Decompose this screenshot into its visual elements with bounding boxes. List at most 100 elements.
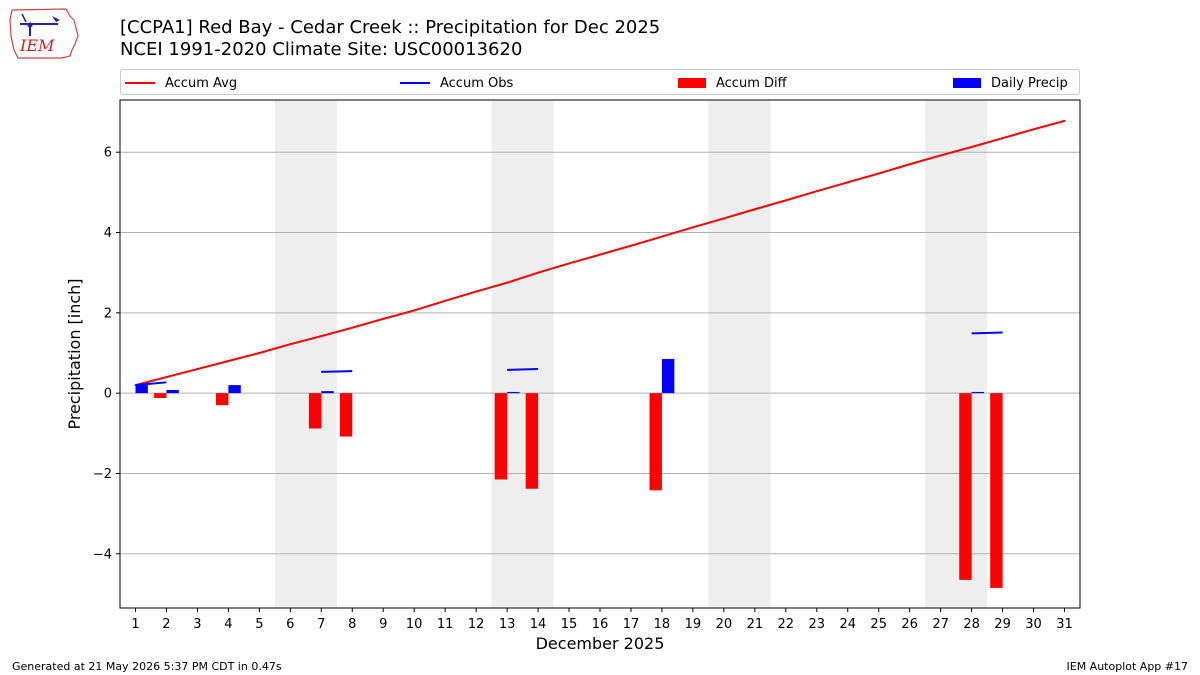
x-tick-label: 9: [379, 617, 387, 632]
accum-avg-point: [196, 368, 199, 371]
accum-avg-point: [629, 244, 632, 247]
legend-label-accum-avg: Accum Avg: [165, 75, 238, 91]
legend-swatch-accum-avg: [125, 82, 155, 84]
x-tick-label: 15: [561, 617, 578, 632]
accum-avg-point: [722, 217, 725, 220]
x-tick-label: 6: [286, 617, 294, 632]
accum-diff-bar: [649, 393, 662, 491]
x-tick-label: 1: [131, 617, 139, 632]
accum-avg-point: [258, 351, 261, 354]
accum-diff-bar: [525, 393, 539, 489]
accum-diff-bar: [959, 393, 972, 580]
x-tick-label: 12: [468, 617, 485, 632]
accum-avg-point: [970, 145, 973, 148]
accum-avg-point: [289, 343, 292, 346]
legend-item-accum-avg: Accum Avg: [125, 73, 237, 93]
x-axis-label: December 2025: [536, 634, 665, 653]
x-tick-label: 21: [747, 617, 764, 632]
x-tick-label: 5: [255, 617, 263, 632]
x-tick-label: 3: [193, 617, 201, 632]
accum-avg-point: [506, 281, 509, 284]
accum-avg-point: [784, 199, 787, 202]
x-tick-label: 16: [592, 617, 609, 632]
x-tick-label: 4: [224, 617, 232, 632]
accum-avg-point: [877, 172, 880, 175]
app-label: IEM Autoplot App #17: [1066, 660, 1189, 673]
x-tick-label: 2: [162, 617, 170, 632]
accum-diff-bar: [308, 393, 322, 429]
accum-avg-point: [1063, 119, 1066, 122]
accum-avg-point: [537, 271, 540, 274]
accum-avg-point: [753, 208, 756, 211]
logo-text: IEM: [19, 36, 55, 55]
y-tick-label: −4: [93, 547, 112, 562]
accum-avg-point: [846, 181, 849, 184]
x-tick-label: 30: [1025, 617, 1042, 632]
accum-avg-point: [165, 376, 168, 379]
chart-title: [CCPA1] Red Bay - Cedar Creek :: Precipi…: [120, 17, 661, 38]
accum-diff-bar: [494, 393, 508, 480]
weekend-shade: [491, 100, 554, 608]
accum-obs-segment: [321, 370, 353, 373]
chart-legend: Accum Avg Accum Obs Accum Diff Daily Pre…: [120, 69, 1080, 95]
x-tick-label: 10: [406, 617, 423, 632]
legend-item-accum-obs: Accum Obs: [400, 73, 513, 93]
accum-avg-point: [1001, 137, 1004, 140]
y-axis-label: Precipitation [inch]: [65, 278, 84, 429]
x-tick-label: 14: [530, 617, 547, 632]
accum-avg-point: [660, 235, 663, 238]
x-tick-label: 23: [809, 617, 826, 632]
legend-swatch-accum-obs: [400, 82, 430, 84]
accum-avg-point: [413, 309, 416, 312]
accum-avg-point: [568, 262, 571, 265]
x-tick-label: 25: [870, 617, 887, 632]
accum-diff-bar: [154, 393, 167, 398]
accum-obs-segment: [135, 381, 167, 387]
accum-avg-point: [908, 163, 911, 166]
x-tick-label: 26: [901, 617, 918, 632]
daily-precip-bar: [166, 389, 179, 394]
daily-precip-bar: [228, 385, 241, 394]
x-tick-label: 27: [932, 617, 949, 632]
daily-precip-bar: [321, 391, 334, 394]
x-tick-label: 24: [839, 617, 856, 632]
x-tick-label: 28: [963, 617, 980, 632]
daily-precip-bar: [971, 391, 984, 394]
legend-label-accum-obs: Accum Obs: [440, 75, 514, 91]
x-tick-label: 20: [716, 617, 733, 632]
x-tick-label: 29: [994, 617, 1011, 632]
accum-obs-segment: [507, 368, 539, 371]
weekend-shade: [274, 100, 337, 608]
weather-station-icon: [20, 13, 60, 36]
accum-avg-point: [444, 299, 447, 302]
x-tick-label: 22: [778, 617, 795, 632]
daily-precip-bar: [135, 385, 148, 394]
accum-avg-point: [475, 290, 478, 293]
iem-logo: IEM: [9, 8, 79, 59]
y-tick-label: −2: [93, 467, 112, 482]
accum-avg-point: [815, 190, 818, 193]
accum-avg-point: [351, 326, 354, 329]
y-tick-label: 2: [104, 306, 112, 321]
x-tick-label: 18: [654, 617, 671, 632]
x-tick-label: 17: [623, 617, 640, 632]
accum-avg-point: [599, 253, 601, 256]
x-tick-label: 19: [685, 617, 702, 632]
y-tick-label: 4: [104, 226, 112, 241]
accum-avg-point: [382, 317, 385, 320]
legend-label-daily-precip: Daily Precip: [991, 75, 1068, 91]
x-tick-label: 11: [437, 617, 454, 632]
chart-subtitle: NCEI 1991-2020 Climate Site: USC00013620: [120, 39, 523, 60]
x-tick-label: 7: [317, 617, 325, 632]
accum-obs-segment: [971, 331, 1003, 335]
accum-diff-bar: [990, 393, 1003, 588]
x-tick-label: 8: [348, 617, 356, 632]
daily-precip-bar: [507, 391, 520, 394]
legend-item-accum-diff: Accum Diff: [678, 73, 787, 93]
weekend-shade: [925, 100, 988, 608]
legend-label-accum-diff: Accum Diff: [716, 75, 787, 91]
y-tick-label: 6: [104, 146, 112, 161]
accum-avg-point: [320, 335, 323, 338]
accum-diff-bar: [216, 393, 229, 406]
